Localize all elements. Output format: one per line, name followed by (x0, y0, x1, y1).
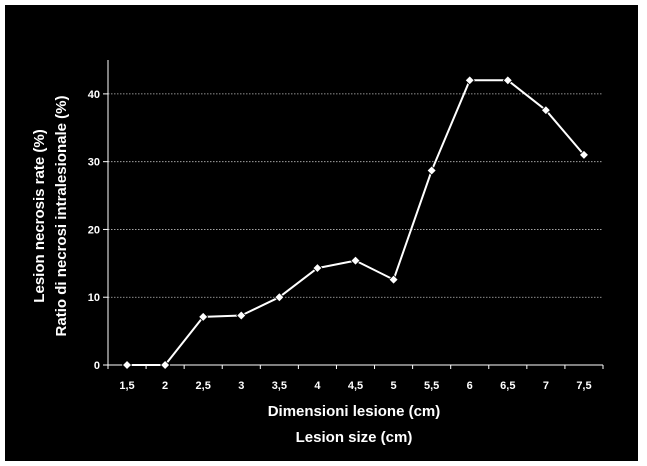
x-tick-label: 2 (162, 380, 168, 392)
x-tick-label: 7 (543, 380, 549, 392)
x-tick-label: 6,5 (500, 380, 515, 392)
x-tick-label: 4 (314, 380, 321, 392)
x-tick-label: 5 (391, 380, 397, 392)
x-tick-label: 7,5 (576, 380, 591, 392)
data-point-marker (540, 105, 551, 116)
data-point-marker (388, 274, 399, 285)
data-point-marker (464, 75, 475, 86)
line-chart: 0 10 20 30 40 1,5 2 2,5 3 3,5 4 4,5 5 5,5 6 6,5 7 7,5 Dim… (31, 60, 604, 446)
x-tick-label: 4,5 (348, 380, 363, 392)
x-tick-label: 3,5 (272, 380, 287, 392)
x-tick-label: 5,5 (424, 380, 439, 392)
tick-labels: 0 10 20 30 40 1,5 2 2,5 3 3,5 4 4,5 5 5,5 6 6,5 7 7,5 (88, 89, 592, 392)
x-axis-title-secondary: Lesion size (cm) (296, 429, 413, 446)
series-line (127, 79, 585, 366)
data-point-marker (121, 359, 133, 371)
x-tick-label: 3 (238, 380, 244, 392)
data-point-marker (274, 292, 285, 303)
data-point-marker (198, 311, 209, 322)
data-point-marker (578, 149, 590, 160)
x-tick-label: 2,5 (196, 380, 211, 392)
y-tick-label: 20 (88, 224, 100, 236)
y-tick-label: 10 (88, 292, 100, 304)
data-point-marker (502, 75, 513, 86)
y-axis-title: Lesion necrosis rate (%) (31, 129, 48, 302)
data-point-marker (236, 310, 247, 321)
y-tick-label: 40 (88, 89, 100, 101)
x-axis-title: Dimensioni lesione (cm) (268, 403, 441, 420)
x-tick-label: 6 (467, 380, 473, 392)
y-tick-label: 0 (94, 360, 100, 372)
data-point-marker (350, 255, 361, 266)
chart-frame: 0 10 20 30 40 1,5 2 2,5 3 3,5 4 4,5 5 5,5 6 6,5 7 7,5 Dim… (5, 5, 638, 461)
data-point-marker (312, 263, 323, 274)
series (121, 75, 590, 371)
data-point-marker (426, 165, 437, 176)
axes (103, 60, 604, 369)
y-tick-label: 30 (88, 157, 100, 169)
axis-titles: Dimensioni lesione (cm) Lesion size (cm)… (31, 96, 440, 446)
grid-lines (108, 93, 603, 298)
y-axis-title-secondary: Ratio di necrosi intralesionale (%) (53, 96, 70, 337)
data-point-marker (160, 359, 171, 371)
x-tick-label: 1,5 (119, 380, 134, 392)
